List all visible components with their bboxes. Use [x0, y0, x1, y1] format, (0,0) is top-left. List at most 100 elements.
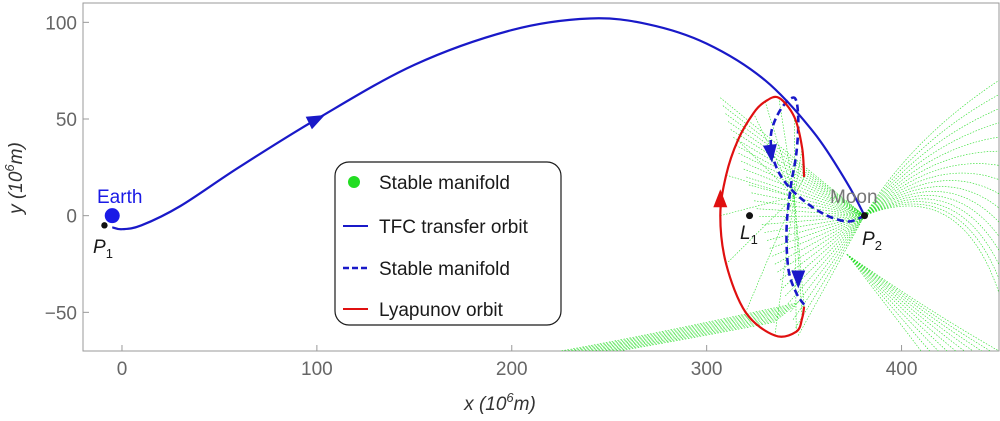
manifold-strand — [774, 196, 795, 336]
manifold-strand — [846, 254, 974, 351]
manifold-strand — [795, 215, 865, 328]
manifold-strand — [587, 311, 788, 351]
l1-marker — [746, 212, 754, 220]
manifold-strand — [613, 319, 778, 351]
manifold-strand — [864, 163, 999, 216]
manifold-strand — [720, 196, 795, 216]
legend-label-stable-path: Stable manifold — [379, 259, 510, 280]
manifold-strand — [737, 140, 795, 197]
moon-label: Moon — [830, 187, 878, 208]
legend-dot-stable-manifold — [348, 176, 360, 188]
manifold-strand — [864, 195, 999, 237]
manifold-strand — [740, 160, 865, 216]
y-tick-label: 0 — [66, 207, 77, 228]
stable-manifold-region — [560, 80, 999, 351]
direction-arrow — [713, 189, 728, 208]
direction-arrow — [791, 270, 806, 289]
manifold-strand — [792, 215, 865, 320]
manifold-strand — [846, 254, 939, 351]
legend-label-lyapunov: Lyapunov orbit — [379, 300, 504, 321]
manifold-strand — [759, 215, 865, 217]
manifold-strand — [602, 316, 782, 351]
manifold-strand — [864, 150, 999, 216]
ticks-layer: 0 100 200 300 400 −50 0 50 100 — [45, 13, 918, 380]
manifold-strand — [797, 215, 865, 336]
series-stable-manifold — [769, 96, 866, 306]
x-tick-label: 400 — [886, 359, 918, 380]
manifold-strand — [608, 318, 780, 351]
y-tick-label: 100 — [45, 13, 77, 34]
series-lyapunov-orbit — [719, 95, 806, 338]
direction-arrow — [305, 115, 325, 130]
manifold-strand — [864, 203, 999, 279]
manifold-strand — [864, 186, 999, 216]
manifold-strand — [787, 215, 865, 305]
manifold-strand — [864, 198, 999, 251]
manifold-strand — [846, 254, 999, 351]
manifold-strand — [794, 196, 803, 319]
manifold-strand — [790, 215, 865, 312]
points-layer — [101, 208, 869, 229]
manifold-strand — [730, 129, 865, 216]
manifold-strand — [864, 191, 999, 223]
manifold-strand — [846, 254, 965, 351]
earth-marker — [104, 208, 120, 224]
x-tick-label: 100 — [301, 359, 333, 380]
manifold-strand — [743, 168, 865, 216]
manifold-strand — [597, 314, 784, 351]
manifold-strand — [794, 147, 803, 197]
manifold-strand — [738, 152, 865, 216]
x-tick-label: 0 — [117, 359, 128, 380]
direction-arrow — [762, 143, 777, 163]
manifold-strand — [592, 312, 786, 351]
legend-box — [334, 161, 562, 326]
manifold-strand — [846, 254, 982, 351]
manifold-strand — [864, 108, 999, 216]
manifold-strand — [560, 302, 799, 351]
p1-label: P1 — [93, 237, 113, 261]
series-layer — [111, 17, 866, 338]
manifold-strand — [726, 174, 795, 197]
manifold-strand — [864, 201, 999, 265]
x-tick-label: 200 — [496, 359, 528, 380]
y-tick-label: −50 — [45, 303, 77, 324]
manifold-strand — [846, 254, 922, 351]
manifold-strand — [618, 321, 775, 351]
manifold-strand — [756, 208, 865, 216]
manifold-strand — [864, 80, 999, 216]
manifold-strand — [777, 215, 865, 273]
manifold-strand — [745, 196, 795, 313]
legend-label-transfer: TFC transfer orbit — [379, 217, 529, 238]
x-tick-label: 300 — [691, 359, 723, 380]
p1-marker — [101, 222, 108, 229]
series-tfc-transfer-orbit — [111, 17, 866, 231]
manifold-strand — [733, 137, 865, 216]
manifold-strand — [864, 180, 999, 216]
manifold-strand — [846, 254, 956, 351]
y-tick-label: 50 — [56, 110, 77, 131]
manifold-strand — [727, 121, 865, 216]
legend-label-stable-manifold: Stable manifold — [379, 173, 510, 194]
legend: Stable manifold TFC transfer orbit Stabl… — [334, 161, 562, 326]
p2-label: P2 — [862, 229, 882, 253]
manifold-strand — [864, 136, 999, 216]
manifold-strand — [779, 215, 865, 281]
manifold-strand — [846, 254, 930, 351]
manifold-strand — [761, 215, 865, 225]
manifold-strand — [720, 97, 865, 216]
manifold-strand — [774, 215, 865, 265]
p2-marker — [861, 212, 869, 220]
manifold-strand — [581, 309, 790, 351]
manifold-strand — [794, 196, 805, 307]
manifold-strand — [846, 254, 991, 351]
manifold-strand — [748, 184, 865, 216]
manifold-strand — [864, 172, 999, 216]
manifold-strand — [576, 307, 792, 351]
l1-label: L1 — [740, 223, 758, 247]
manifold-strand — [571, 305, 795, 351]
manifold-strand — [764, 215, 865, 233]
manifold-strand — [725, 196, 795, 265]
plot-frame — [82, 2, 1000, 352]
y-axis-title: y (106m) — [2, 142, 27, 216]
